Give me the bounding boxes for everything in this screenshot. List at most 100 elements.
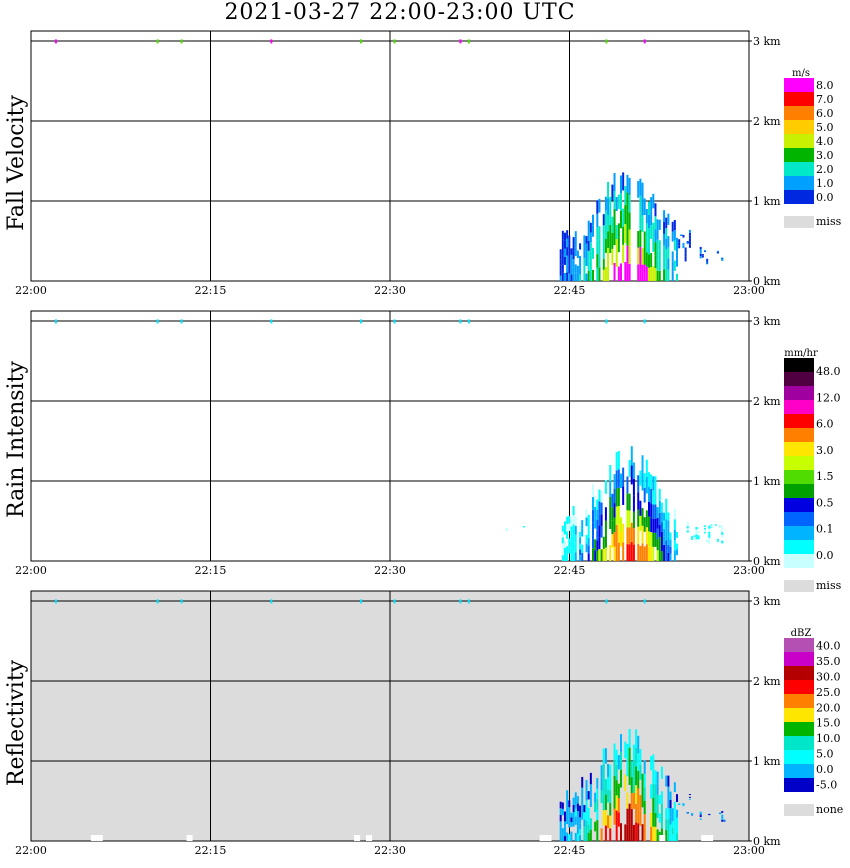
echo-pixel xyxy=(583,235,586,243)
echo-pixel xyxy=(570,526,573,534)
speck-mark xyxy=(360,39,363,44)
echo-pixel xyxy=(654,268,657,281)
echo-pixel xyxy=(648,228,651,242)
echo-pixel xyxy=(654,490,657,505)
echo-pixel xyxy=(596,240,599,255)
echo-pixel xyxy=(628,544,631,561)
echo-pixel xyxy=(654,229,657,243)
echo-pixel xyxy=(697,531,700,534)
legend-swatch xyxy=(784,162,814,176)
legend-swatch xyxy=(784,134,814,148)
echo-pixel xyxy=(574,552,577,561)
echo-pixel xyxy=(671,251,674,262)
echo-pixel xyxy=(602,748,605,764)
echo-pixel xyxy=(665,550,668,561)
echo-pixel xyxy=(654,242,657,256)
y-tick-label: 3 km xyxy=(753,35,781,48)
echo-pixel xyxy=(669,816,672,825)
echo-pixel xyxy=(723,819,726,821)
legend-label: 25.0 xyxy=(816,686,841,699)
echo-pixel xyxy=(721,816,724,819)
echo-pixel xyxy=(609,496,612,513)
echo-pixel xyxy=(626,743,629,761)
echo-pixel xyxy=(587,260,590,271)
speck-mark xyxy=(156,319,159,324)
echo-pixel xyxy=(615,780,618,796)
echo-pixel xyxy=(596,778,599,789)
echo-pixel xyxy=(645,476,648,494)
echo-pixel xyxy=(576,803,579,812)
echo-pixel xyxy=(676,825,679,834)
echo-pixel xyxy=(602,247,605,259)
echo-pixel xyxy=(622,486,625,505)
echo-pixel xyxy=(658,548,661,561)
echo-pixel xyxy=(699,256,702,259)
echo-pixel xyxy=(673,550,676,561)
echo-pixel xyxy=(624,741,627,759)
echo-pixel xyxy=(652,266,655,281)
echo-pixel xyxy=(626,527,629,545)
echo-pixel xyxy=(688,235,691,239)
echo-pixel xyxy=(583,265,586,274)
echo-pixel xyxy=(708,813,711,815)
echo-pixel xyxy=(671,221,674,232)
echo-pixel xyxy=(704,528,707,530)
echo-pixel xyxy=(650,503,653,518)
echo-pixel xyxy=(598,489,601,502)
echo-pixel xyxy=(635,747,638,767)
legend-swatch xyxy=(784,750,814,764)
echo-pixel xyxy=(643,760,646,774)
echo-pixel xyxy=(574,543,577,553)
echo-pixel xyxy=(648,267,651,281)
echo-pixel xyxy=(611,216,614,233)
echo-pixel xyxy=(641,508,644,526)
echo-pixel xyxy=(721,257,724,259)
echo-pixel xyxy=(673,260,676,271)
echo-pixel xyxy=(654,504,657,519)
echo-pixel xyxy=(643,814,646,828)
echo-pixel xyxy=(568,813,571,821)
echo-pixel xyxy=(684,259,687,262)
x-tick-label: 22:45 xyxy=(554,284,586,297)
echo-pixel xyxy=(579,243,582,250)
echo-pixel xyxy=(652,812,655,827)
echo-pixel xyxy=(598,501,601,514)
echo-pixel xyxy=(721,819,724,822)
legend-swatch xyxy=(784,680,814,694)
echo-pixel xyxy=(589,829,592,841)
echo-pixel xyxy=(596,200,599,214)
echo-pixel xyxy=(572,551,575,561)
echo-pixel xyxy=(626,192,629,211)
echo-pixel xyxy=(572,515,575,525)
echo-pixel xyxy=(626,263,629,281)
echo-pixel xyxy=(639,212,642,230)
echo-pixel xyxy=(637,231,640,248)
echo-pixel xyxy=(563,248,566,257)
echo-pixel xyxy=(686,241,689,243)
echo-pixel xyxy=(581,528,584,537)
echo-pixel xyxy=(594,792,597,803)
echo-pixel xyxy=(613,759,616,776)
echo-pixel xyxy=(587,270,590,281)
echo-pixel xyxy=(650,784,653,799)
echo-pixel xyxy=(669,824,672,833)
x-tick-label: 22:00 xyxy=(15,284,47,297)
echo-pixel xyxy=(688,244,691,248)
echo-pixel xyxy=(676,273,679,281)
echo-pixel xyxy=(628,460,631,477)
echo-pixel xyxy=(585,258,588,267)
echo-pixel xyxy=(645,252,648,267)
echo-pixel xyxy=(667,819,670,831)
echo-pixel xyxy=(568,235,571,244)
echo-pixel xyxy=(639,178,642,196)
echo-pixel xyxy=(579,835,582,841)
echo-pixel xyxy=(678,245,681,249)
echo-pixel xyxy=(591,497,594,510)
echo-pixel xyxy=(607,247,610,265)
echo-pixel xyxy=(628,246,631,264)
echo-pixel xyxy=(559,254,562,260)
echo-pixel xyxy=(676,543,679,550)
legend-label: 30.0 xyxy=(816,671,841,684)
echo-pixel xyxy=(716,539,719,541)
echo-pixel xyxy=(626,245,629,264)
